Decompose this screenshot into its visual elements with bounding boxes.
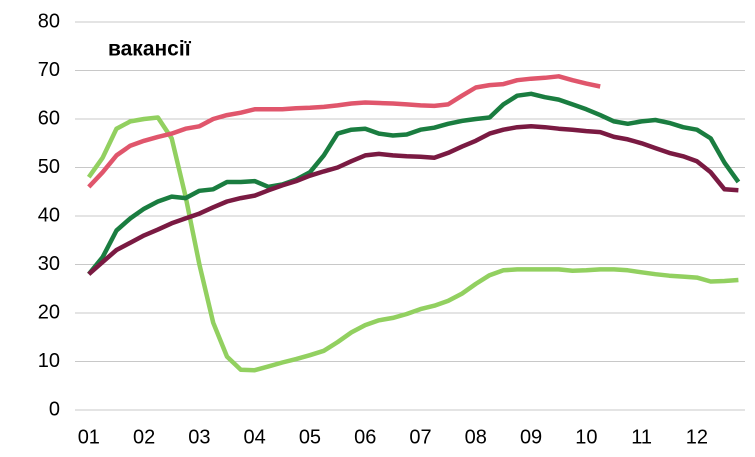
- series-line: [86, 115, 739, 373]
- y-tick-label: 50: [38, 156, 60, 178]
- y-tick-label: 60: [38, 107, 60, 129]
- x-tick-label: 01: [78, 426, 100, 448]
- x-tick-label: 11: [631, 426, 652, 448]
- y-tick-label: 20: [38, 301, 60, 323]
- x-tick-label: 06: [354, 426, 376, 448]
- x-tick-label: 07: [409, 426, 431, 448]
- x-tick-label: 10: [575, 426, 597, 448]
- x-tick-label: 08: [465, 426, 487, 448]
- x-tick-label: 02: [133, 426, 155, 448]
- series-line: [87, 91, 741, 276]
- x-tick-label: 12: [686, 426, 708, 448]
- x-tick-label: 03: [188, 426, 210, 448]
- y-tick-label: 10: [38, 350, 60, 372]
- x-tick-label: 04: [244, 426, 266, 448]
- series-line: [87, 74, 601, 189]
- y-tick-label: 0: [49, 398, 60, 420]
- x-tick-label: 09: [520, 426, 542, 448]
- y-tick-label: 40: [38, 204, 60, 226]
- y-tick-label: 80: [38, 10, 60, 32]
- y-tick-label: 30: [38, 253, 60, 275]
- y-tick-label: 70: [38, 59, 60, 81]
- annotation: вакансії: [108, 38, 192, 61]
- series-line: [87, 124, 739, 276]
- x-tick-label: 05: [299, 426, 321, 448]
